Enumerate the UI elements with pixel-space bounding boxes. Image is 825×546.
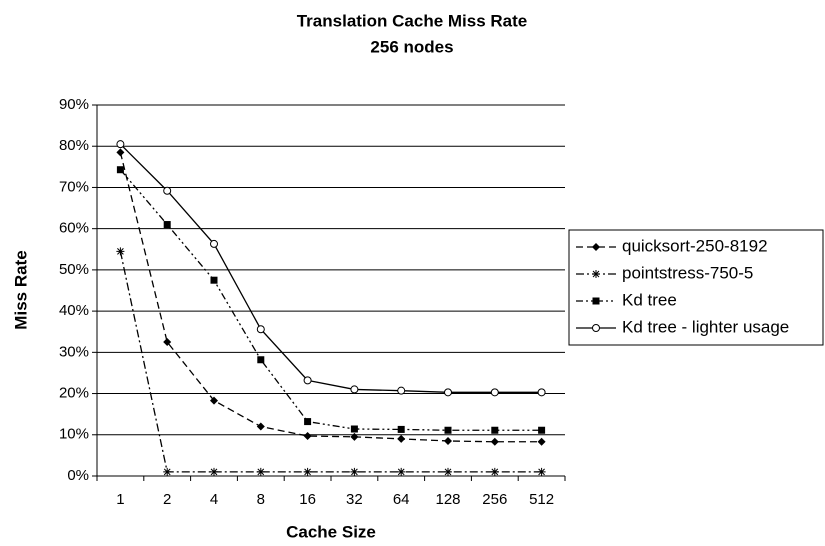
y-tick-label: 30%	[59, 343, 89, 360]
marker	[490, 388, 499, 397]
marker	[210, 276, 218, 284]
marker	[163, 186, 172, 195]
marker	[116, 166, 124, 174]
y-tick-label: 0%	[67, 467, 89, 484]
marker	[592, 297, 600, 305]
y-tick-label: 70%	[59, 178, 89, 195]
marker	[444, 388, 452, 397]
y-tick-label: 90%	[59, 96, 89, 113]
marker	[491, 426, 499, 434]
marker	[163, 338, 172, 347]
x-tick-label: 256	[482, 491, 507, 508]
marker	[397, 386, 406, 395]
marker	[163, 467, 172, 476]
marker	[256, 467, 265, 476]
y-tick-label: 10%	[59, 426, 89, 443]
legend-box	[568, 229, 824, 346]
y-tick-label: 20%	[59, 385, 89, 402]
series-line	[119, 251, 542, 473]
x-tick-label: 8	[257, 491, 265, 508]
marker	[537, 388, 546, 397]
marker	[397, 425, 405, 433]
marker	[210, 467, 218, 476]
x-tick-label: 128	[435, 491, 460, 508]
marker	[303, 376, 312, 385]
marker	[444, 426, 452, 434]
marker	[256, 422, 265, 431]
marker	[444, 436, 452, 445]
marker	[350, 425, 358, 433]
marker	[116, 140, 125, 149]
legend-label: pointstress-750-5	[622, 263, 753, 282]
x-tick-label: 64	[393, 491, 410, 508]
legend-label: quicksort-250-8192	[622, 236, 768, 255]
marker	[116, 247, 125, 256]
marker	[350, 467, 359, 476]
x-tick-label: 32	[346, 491, 363, 508]
marker	[537, 467, 546, 476]
marker	[592, 243, 600, 251]
chart-title: Translation Cache Miss Rate	[297, 11, 528, 30]
marker	[303, 432, 312, 441]
marker	[592, 324, 600, 332]
marker	[444, 467, 452, 476]
x-tick-label: 16	[299, 491, 316, 508]
marker	[304, 418, 312, 426]
y-tick-label: 50%	[59, 261, 89, 278]
legend-label: Kd tree	[622, 290, 677, 309]
marker	[163, 221, 171, 229]
marker	[537, 437, 546, 446]
marker	[397, 434, 406, 443]
marker	[257, 356, 265, 364]
marker	[350, 432, 359, 441]
marker	[538, 426, 546, 434]
legend-label: Kd tree - lighter usage	[622, 317, 789, 336]
marker	[210, 239, 218, 248]
marker	[490, 467, 499, 476]
marker	[350, 385, 359, 394]
x-tick-label: 4	[210, 491, 218, 508]
series-line	[119, 152, 542, 443]
marker	[303, 467, 312, 476]
y-tick-label: 60%	[59, 220, 89, 237]
y-axis-label: Miss Rate	[11, 250, 30, 329]
y-tick-label: 80%	[59, 137, 89, 154]
chart-subtitle: 256 nodes	[370, 37, 453, 56]
marker	[397, 467, 406, 476]
marker	[116, 148, 125, 157]
marker	[256, 325, 265, 334]
x-tick-label: 1	[116, 491, 124, 508]
marker	[490, 437, 499, 446]
x-tick-label: 512	[529, 491, 554, 508]
x-axis-label: Cache Size	[286, 522, 376, 541]
x-tick-label: 2	[163, 491, 171, 508]
marker	[210, 396, 218, 405]
series-line	[119, 143, 542, 393]
marker	[592, 270, 600, 278]
y-tick-label: 40%	[59, 302, 89, 319]
